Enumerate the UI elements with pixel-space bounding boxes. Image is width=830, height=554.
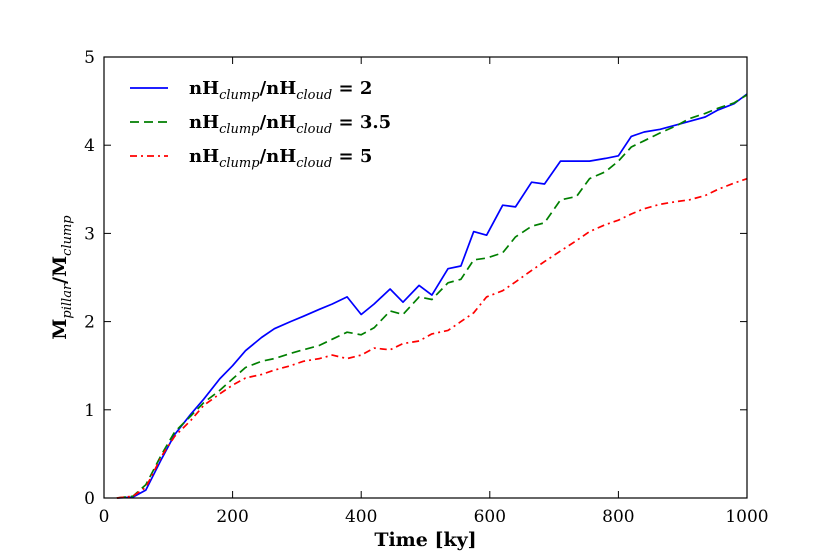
legend-label-s2: cloud xyxy=(296,156,332,171)
legend-entry-1: nHclump/nHcloud = 3.5 xyxy=(189,112,391,137)
y-tick-label: 5 xyxy=(84,48,95,68)
x-tick-label: 400 xyxy=(345,507,377,527)
y-tick-label: 4 xyxy=(84,136,95,156)
y-tick-label: 3 xyxy=(84,224,95,244)
series-line-2 xyxy=(116,177,748,499)
series-line-1 xyxy=(116,94,748,499)
x-axis-label: Time [ky] xyxy=(374,529,476,551)
legend-label-s1: clump xyxy=(219,88,260,103)
legend-label-mid: /nH xyxy=(260,146,297,167)
legend-label-b1: nH xyxy=(189,146,219,167)
x-tick-label: 0 xyxy=(99,507,110,527)
legend-label-b1: nH xyxy=(189,78,219,99)
y-axis-label-sub2: clump xyxy=(60,215,75,256)
y-tick-label: 1 xyxy=(84,401,95,421)
x-tick-label: 1000 xyxy=(725,507,768,527)
y-axis-label: Mpillar/Mclump xyxy=(49,215,75,340)
legend-label-b1: nH xyxy=(189,112,219,133)
legend-label-s1: clump xyxy=(219,156,260,171)
series-layer xyxy=(116,93,748,499)
legend-entry-0: nHclump/nHcloud = 2 xyxy=(189,78,372,103)
y-axis-label-base2: M xyxy=(49,256,71,277)
y-tick-label: 0 xyxy=(84,489,95,509)
y-axis-label-base1: M xyxy=(49,319,71,340)
ticks-layer: 0 200 400 600 800 1000 0 1 2 3 4 5 xyxy=(84,48,768,527)
series-line-0 xyxy=(116,93,748,499)
x-tick-label: 600 xyxy=(474,507,506,527)
y-axis-label-sub1: pillar xyxy=(60,283,75,319)
legend-label-s1: clump xyxy=(219,122,260,137)
y-tick-label: 2 xyxy=(84,313,95,333)
legend-label-tail: = 5 xyxy=(332,146,372,167)
plot-frame xyxy=(103,56,748,499)
x-tick-label: 200 xyxy=(216,507,248,527)
legend-label-mid: /nH xyxy=(260,78,297,99)
legend-entry-2: nHclump/nHcloud = 5 xyxy=(189,146,372,171)
legend-label-s2: cloud xyxy=(296,88,332,103)
legend-label-s2: cloud xyxy=(296,122,332,137)
legend-label-mid: /nH xyxy=(260,112,297,133)
legend-label-tail: = 2 xyxy=(332,78,372,99)
x-tick-label: 800 xyxy=(602,507,634,527)
y-axis-label-sep: / xyxy=(49,277,71,284)
legend-label-tail: = 3.5 xyxy=(332,112,391,133)
